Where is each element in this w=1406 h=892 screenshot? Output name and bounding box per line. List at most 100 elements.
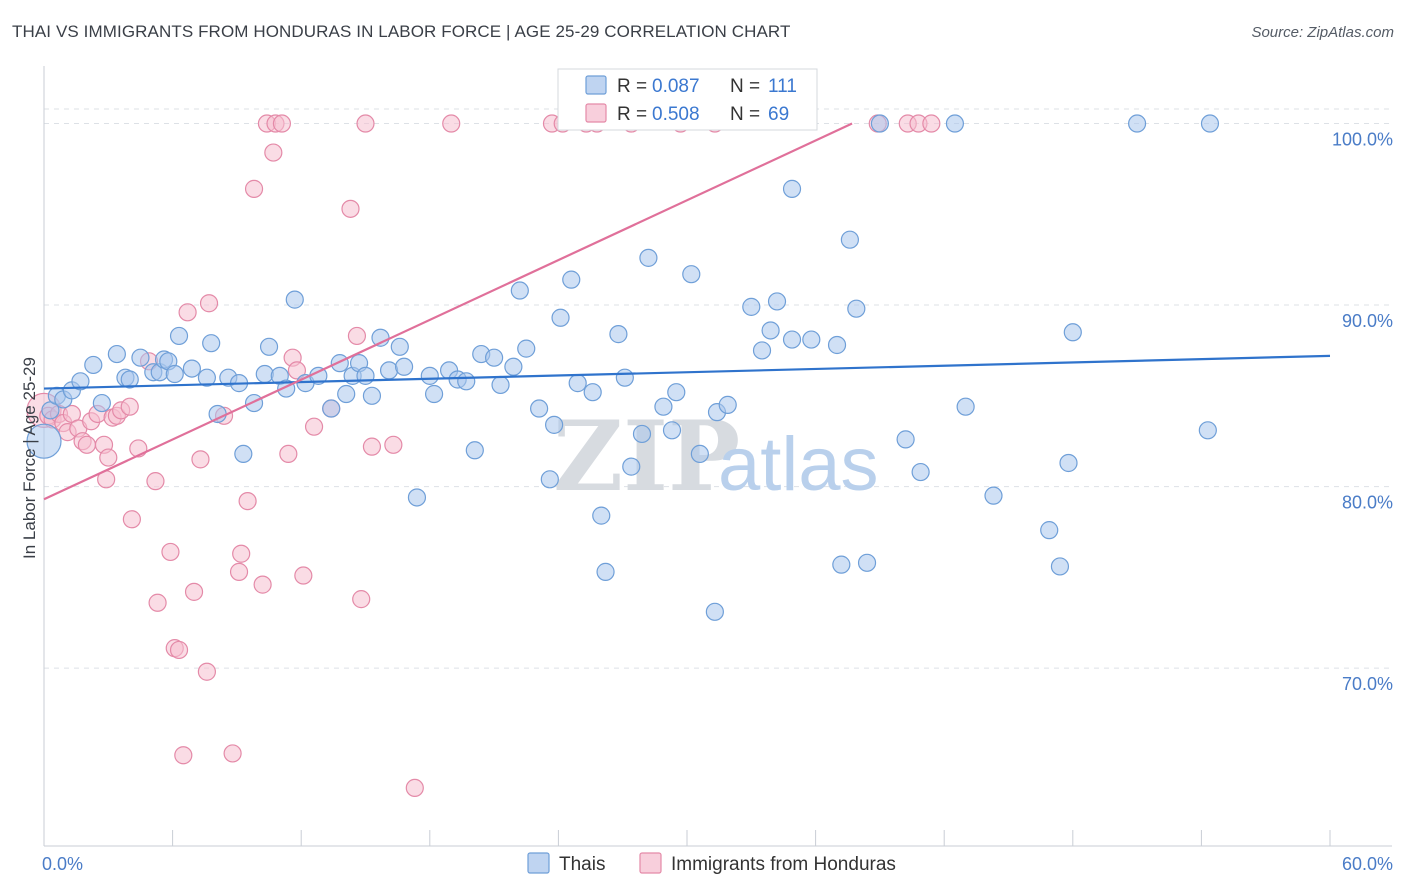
thais-point-60: [551, 308, 570, 327]
chart-source: Source: ZipAtlas.com: [1251, 24, 1394, 41]
thais-point-27: [259, 337, 279, 356]
honduras-point-36: [232, 544, 251, 563]
thais-point-33: [322, 399, 341, 418]
thais-point-63: [583, 383, 602, 402]
thais-point-65: [596, 562, 615, 581]
honduras-point-46: [287, 361, 307, 380]
honduras-point-24: [161, 542, 180, 562]
trendline-honduras: [43, 122, 853, 501]
thais-point-41: [379, 361, 399, 380]
thais-point-17: [169, 326, 189, 346]
thais-point-95: [956, 397, 975, 416]
thais-point-78: [718, 395, 737, 414]
thais-point-44: [407, 488, 427, 507]
legend-r-label-honduras: R =: [617, 104, 647, 125]
honduras-point-51: [347, 326, 367, 346]
watermark-zip: ZIP: [553, 400, 740, 513]
honduras-point-29: [184, 582, 204, 601]
thais-point-103: [1198, 421, 1217, 440]
thais-point-53: [491, 375, 510, 395]
thais-point-38: [356, 366, 375, 385]
honduras-point-35: [229, 562, 249, 581]
legend-box: R = 0.087 N = 111 R = 0.508 N = 69: [557, 68, 818, 131]
thais-point-71: [654, 397, 673, 416]
thais-point-76: [705, 602, 724, 621]
honduras-point-19: [122, 510, 141, 529]
honduras-point-50: [341, 199, 360, 218]
thais-point-88: [840, 230, 859, 249]
thais-point-34: [330, 354, 349, 373]
honduras-point-28: [178, 303, 197, 322]
honduras-point-53: [356, 114, 375, 133]
honduras-point-41: [264, 143, 283, 162]
honduras-point-34: [223, 744, 242, 763]
thais-point-58: [540, 470, 559, 489]
legend-swatch-honduras: [585, 103, 607, 123]
thais-point-39: [362, 386, 382, 405]
thais-point-55: [510, 281, 529, 300]
honduras-point-27: [174, 746, 193, 765]
thais-point-87: [832, 555, 851, 574]
honduras-point-9: [77, 435, 96, 454]
thais-point-35: [337, 384, 356, 404]
thais-point-6: [84, 355, 103, 375]
series-thais-points: [26, 114, 1220, 621]
thais-point-81: [761, 321, 780, 340]
x-tick-labels: 0.0% 60.0%: [42, 854, 1393, 874]
thais-point-59: [545, 415, 564, 434]
legend-r-value-thais: 0.087: [652, 76, 700, 97]
honduras-point-57: [442, 114, 461, 133]
y-axis-label: In Labor Force | Age 25-29: [20, 357, 39, 559]
legend-swatch-thais: [585, 75, 607, 95]
honduras-point-55: [384, 435, 403, 454]
thais-point-26: [255, 364, 274, 384]
thais-point-99: [1059, 453, 1078, 473]
honduras-point-52: [352, 590, 371, 609]
thais-point-62: [568, 374, 587, 393]
honduras-point-30: [191, 450, 210, 469]
legend-r-label-thais: R =: [617, 76, 647, 97]
thais-point-73: [667, 383, 686, 402]
thais-point-102: [1200, 114, 1220, 133]
watermark-atlas: atlas: [718, 422, 879, 507]
honduras-point-14: [99, 448, 118, 467]
thais-point-54: [504, 357, 523, 376]
thais-point-16: [165, 364, 184, 384]
y-tick-label-1: 80.0%: [1342, 493, 1393, 513]
thais-point-52: [485, 348, 504, 367]
thais-point-61: [562, 270, 581, 289]
honduras-point-56: [405, 778, 424, 798]
legend-n-value-thais: 111: [768, 76, 797, 97]
thais-point-69: [632, 424, 652, 444]
thais-point-19: [197, 368, 216, 387]
honduras-point-39: [253, 575, 272, 594]
honduras-point-54: [362, 437, 382, 456]
thais-point-11: [131, 348, 150, 367]
trendline-thais: [43, 354, 1331, 390]
x-tick-label-1: 60.0%: [1342, 854, 1393, 874]
thais-point-67: [615, 368, 634, 387]
honduras-point-47: [294, 566, 313, 585]
bottom-legend-honduras: Immigrants from Honduras: [671, 854, 896, 875]
thais-point-89: [847, 299, 866, 318]
bottom-legend-thais: Thais: [559, 854, 605, 875]
thais-point-92: [896, 430, 915, 449]
thais-point-20: [202, 334, 221, 353]
thais-point-10: [120, 370, 139, 389]
legend-r-value-honduras: 0.508: [652, 104, 700, 125]
honduras-point-22: [146, 472, 165, 491]
thais-point-79: [742, 297, 761, 316]
thais-point-43: [394, 357, 414, 376]
thais-point-5: [71, 372, 90, 391]
legend-n-label-thais: N =: [730, 76, 760, 97]
thais-point-56: [517, 339, 536, 358]
legend-n-value-honduras: 69: [768, 104, 789, 125]
thais-point-0: [26, 423, 62, 459]
thais-point-30: [285, 290, 304, 309]
thais-point-86: [827, 335, 847, 355]
honduras-point-18: [120, 397, 139, 416]
thais-point-7: [92, 393, 111, 413]
x-tick-label-0: 0.0%: [42, 854, 83, 874]
honduras-point-43: [272, 114, 292, 133]
